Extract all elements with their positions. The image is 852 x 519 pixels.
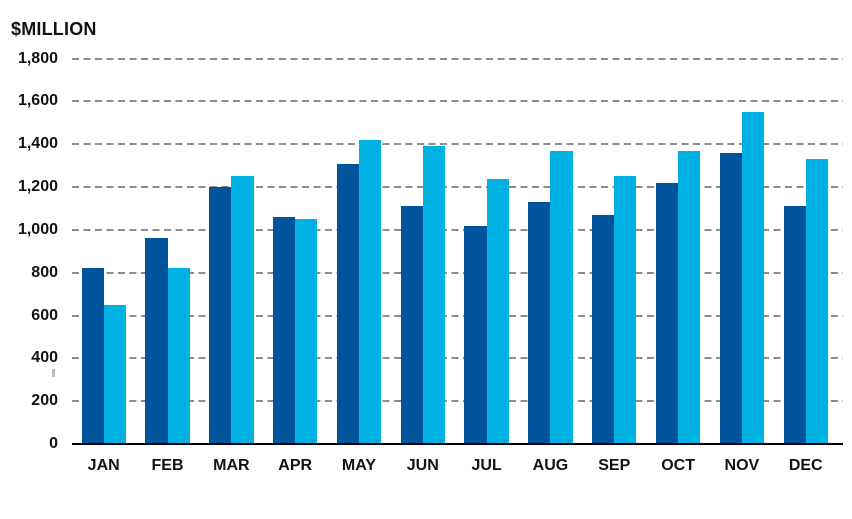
y-tick-label: 0 (49, 435, 58, 452)
bar-dark-blue-nov (719, 152, 742, 444)
x-tick-label: OCT (661, 457, 695, 474)
bar-dark-blue-feb (145, 238, 168, 444)
gridline-1600 (72, 100, 843, 103)
y-tick-label: 800 (31, 263, 58, 281)
bar-dark-blue-jun (400, 206, 423, 444)
bar-dark-blue-sep (592, 214, 615, 444)
x-tick-label: JAN (87, 457, 120, 474)
bar-dark-blue-jan (81, 268, 104, 444)
gridline-1000 (72, 228, 843, 231)
x-axis-line (72, 443, 843, 445)
y-tick-label: 1,200 (17, 178, 58, 196)
bar-light-blue-oct (678, 150, 701, 444)
x-tick-label: MAY (341, 457, 377, 474)
gridline-800 (72, 271, 843, 274)
gridline-400 (72, 357, 843, 360)
x-tick-label: NOV (724, 457, 760, 474)
bar-light-blue-jun (422, 146, 445, 444)
gridline-1800 (72, 57, 843, 60)
x-tick-label: AUG (532, 457, 569, 474)
x-tick-label: APR (278, 457, 313, 474)
y-tick-label: 600 (31, 306, 58, 324)
y-axis-title: $MILLION (11, 19, 97, 39)
bar-light-blue-jan (103, 304, 126, 444)
y-tick-label: 400 (31, 349, 58, 367)
x-tick-label: MAR (213, 457, 250, 474)
bar-light-blue-mar (231, 176, 254, 444)
gridline-600 (72, 314, 843, 317)
bar-light-blue-sep (614, 176, 637, 444)
gridline-200 (72, 400, 843, 403)
x-tick-label: SEP (598, 457, 631, 474)
bar-dark-blue-apr (272, 217, 296, 444)
x-tick-label: JUL (471, 457, 502, 474)
bar-light-blue-apr (295, 219, 318, 444)
x-tick-label: FEB (151, 457, 184, 474)
bar-light-blue-jul (486, 178, 509, 444)
bar-light-blue-may (358, 139, 382, 444)
x-tick-label: JUN (406, 457, 439, 474)
bar-dark-blue-mar (209, 187, 232, 444)
bar-light-blue-aug (550, 150, 573, 444)
bar-dark-blue-oct (655, 182, 679, 444)
bar-light-blue-dec (805, 159, 828, 444)
bar-dark-blue-dec (783, 206, 806, 444)
bar-dark-blue-may (336, 163, 359, 444)
y-tick-label: 1,800 (17, 49, 58, 67)
gridline-1400 (72, 143, 843, 146)
stray-tick-mark (52, 369, 55, 377)
y-tick-label: 1,400 (17, 135, 58, 153)
y-tick-label: 200 (31, 392, 58, 410)
bar-light-blue-nov (741, 112, 765, 444)
y-tick-label: 1,000 (17, 220, 58, 238)
bar-light-blue-feb (167, 268, 190, 444)
bar-dark-blue-jul (464, 225, 487, 444)
x-tick-label: DEC (788, 457, 823, 474)
y-tick-label: 1,600 (17, 92, 58, 110)
bar-dark-blue-aug (528, 202, 551, 444)
gridline-1200 (72, 186, 843, 189)
